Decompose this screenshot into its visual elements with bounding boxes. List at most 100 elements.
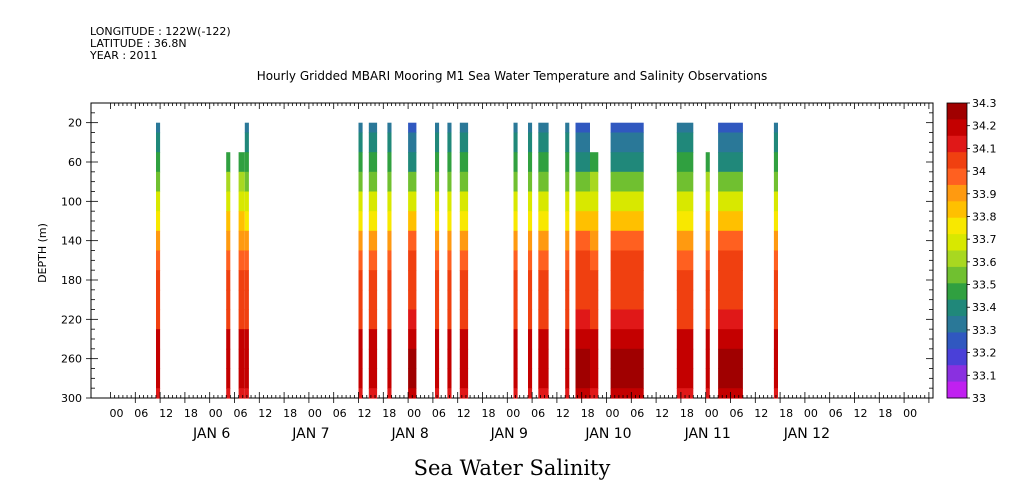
x-tick-label: 18 xyxy=(482,407,496,420)
salinity-cell xyxy=(226,230,231,252)
salinity-cell xyxy=(590,270,599,291)
salinity-cell xyxy=(368,250,378,271)
salinity-cell xyxy=(387,132,392,153)
x-tick-label: 00 xyxy=(705,407,719,420)
salinity-cell xyxy=(244,270,249,291)
x-day-label: JAN 12 xyxy=(783,426,830,442)
salinity-cell xyxy=(244,388,249,399)
salinity-cell xyxy=(565,309,570,330)
salinity-cell xyxy=(387,122,392,134)
salinity-cell xyxy=(718,309,743,330)
x-tick-label: 06 xyxy=(630,407,644,420)
x-tick-label: 06 xyxy=(730,407,744,420)
y-tick-label: 60 xyxy=(68,156,82,169)
salinity-cell xyxy=(528,250,533,271)
salinity-cell xyxy=(156,270,161,291)
salinity-cell xyxy=(538,191,549,212)
colorbar-label: 33 xyxy=(972,392,986,405)
observation-column xyxy=(459,122,469,399)
salinity-cell xyxy=(705,270,710,291)
salinity-cell xyxy=(156,152,161,173)
salinity-cell xyxy=(358,329,363,350)
salinity-cell xyxy=(676,388,694,399)
salinity-cell xyxy=(528,171,533,193)
salinity-cell xyxy=(705,191,710,212)
colorbar-label: 33.2 xyxy=(972,347,997,360)
salinity-cell xyxy=(238,191,245,212)
salinity-cell xyxy=(238,152,245,173)
salinity-cell xyxy=(447,132,452,153)
salinity-cell xyxy=(435,289,440,311)
observation-column xyxy=(387,122,392,399)
observation-column xyxy=(368,122,378,399)
x-tick-label: 00 xyxy=(804,407,818,420)
salinity-cell xyxy=(528,348,533,370)
y-tick-label: 100 xyxy=(61,195,82,208)
salinity-cell xyxy=(459,211,469,232)
salinity-cell xyxy=(718,289,743,311)
salinity-cell xyxy=(435,348,440,370)
salinity-cell xyxy=(718,132,743,153)
salinity-cell xyxy=(387,171,392,193)
salinity-cell xyxy=(773,368,778,389)
salinity-cell xyxy=(610,270,644,291)
salinity-cell xyxy=(610,388,644,399)
salinity-cell xyxy=(538,388,549,399)
salinity-cell xyxy=(676,368,694,389)
salinity-cell xyxy=(528,329,533,350)
salinity-cell xyxy=(513,309,518,330)
salinity-cell xyxy=(513,152,518,173)
x-tick-label: 18 xyxy=(779,407,793,420)
salinity-cell xyxy=(238,388,245,399)
salinity-cell xyxy=(773,211,778,232)
observation-column xyxy=(358,122,363,399)
salinity-cell xyxy=(718,171,743,193)
salinity-cell xyxy=(408,250,417,271)
salinity-cell xyxy=(244,289,249,311)
x-tick-label: 18 xyxy=(382,407,396,420)
salinity-cell xyxy=(226,270,231,291)
salinity-cell xyxy=(610,152,644,173)
salinity-cell xyxy=(387,191,392,212)
colorbar-swatch xyxy=(947,348,967,366)
salinity-cell xyxy=(575,368,590,389)
salinity-cell xyxy=(528,309,533,330)
x-tick-label: 12 xyxy=(556,407,570,420)
salinity-cell xyxy=(358,309,363,330)
salinity-cell xyxy=(368,191,378,212)
salinity-cell xyxy=(676,250,694,271)
salinity-cell xyxy=(676,289,694,311)
salinity-cell xyxy=(528,368,533,389)
observation-column xyxy=(435,122,440,399)
salinity-cell xyxy=(226,191,231,212)
salinity-cell xyxy=(575,171,590,193)
x-tick-label: 06 xyxy=(134,407,148,420)
salinity-cell xyxy=(226,289,231,311)
x-tick-label: 06 xyxy=(234,407,248,420)
salinity-cell xyxy=(244,250,249,271)
colorbar-label: 33.8 xyxy=(972,211,997,224)
salinity-cell xyxy=(773,309,778,330)
salinity-cell xyxy=(387,329,392,350)
data-layer xyxy=(156,122,778,399)
y-tick-label: 220 xyxy=(61,313,82,326)
salinity-cell xyxy=(447,329,452,350)
salinity-cell xyxy=(575,309,590,330)
x-tick-label: 18 xyxy=(283,407,297,420)
salinity-cell xyxy=(575,270,590,291)
salinity-cell xyxy=(368,309,378,330)
salinity-cell xyxy=(538,270,549,291)
salinity-cell xyxy=(718,211,743,232)
y-tick-label: 140 xyxy=(61,235,82,248)
salinity-cell xyxy=(538,329,549,350)
salinity-cell xyxy=(610,309,644,330)
salinity-cell xyxy=(538,152,549,173)
salinity-cell xyxy=(387,388,392,399)
colorbar-label: 33.6 xyxy=(972,256,997,269)
salinity-cell xyxy=(408,211,417,232)
latitude-label: LATITUDE : 36.8N xyxy=(90,37,187,50)
salinity-cell xyxy=(368,230,378,252)
salinity-cell xyxy=(610,250,644,271)
observation-column xyxy=(718,122,743,399)
